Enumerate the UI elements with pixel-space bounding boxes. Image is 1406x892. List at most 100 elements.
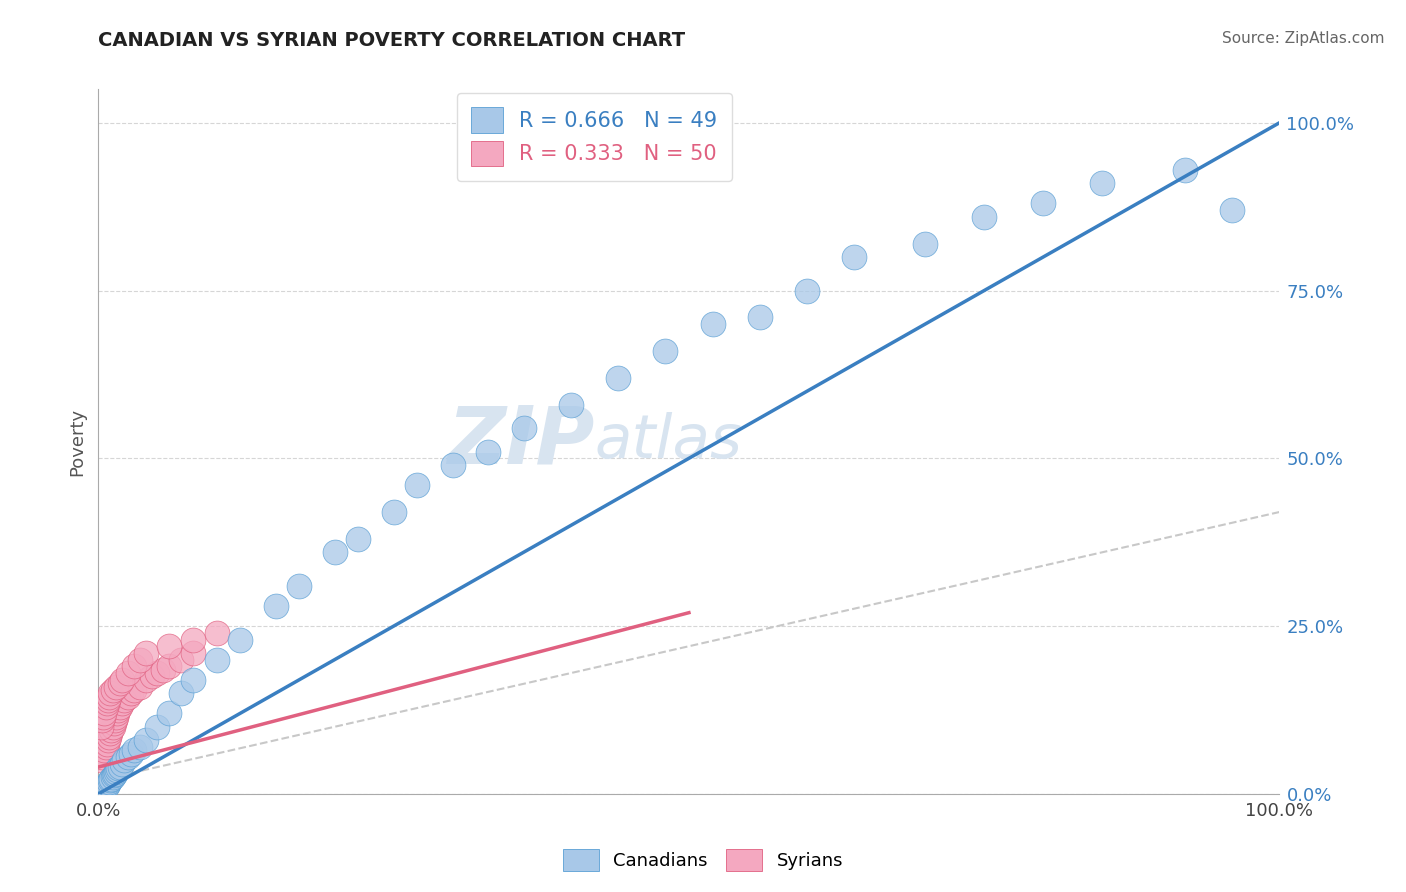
Point — [101, 770, 124, 784]
Point — [91, 781, 114, 796]
Point — [105, 765, 128, 780]
Point — [91, 747, 114, 761]
Text: CANADIAN VS SYRIAN POVERTY CORRELATION CHART: CANADIAN VS SYRIAN POVERTY CORRELATION C… — [98, 31, 686, 50]
Point — [135, 673, 157, 687]
Point — [121, 686, 143, 700]
Point — [135, 646, 157, 660]
Text: atlas: atlas — [595, 412, 742, 471]
Point — [654, 343, 676, 358]
Point — [90, 753, 112, 767]
Text: Source: ZipAtlas.com: Source: ZipAtlas.com — [1222, 31, 1385, 46]
Point — [702, 317, 724, 331]
Point — [98, 690, 121, 704]
Point — [128, 653, 150, 667]
Point — [97, 693, 120, 707]
Point — [93, 780, 115, 794]
Point — [117, 666, 139, 681]
Point — [100, 772, 122, 786]
Point — [288, 579, 311, 593]
Point — [94, 699, 117, 714]
Text: ZIP: ZIP — [447, 402, 595, 481]
Point — [157, 639, 180, 653]
Point — [111, 756, 134, 771]
Point — [98, 686, 121, 700]
Point — [98, 775, 121, 789]
Point — [97, 733, 120, 747]
Point — [157, 706, 180, 721]
Point — [104, 713, 127, 727]
Point — [205, 653, 228, 667]
Point — [96, 696, 118, 710]
Point — [122, 743, 145, 757]
Point — [91, 750, 114, 764]
Point — [135, 733, 157, 747]
Point — [94, 739, 117, 754]
Y-axis label: Poverty: Poverty — [69, 408, 87, 475]
Point — [105, 709, 128, 723]
Point — [100, 723, 122, 738]
Point — [96, 779, 118, 793]
Point — [103, 768, 125, 782]
Point — [93, 743, 115, 757]
Point — [141, 669, 163, 683]
Point — [91, 709, 114, 723]
Point — [441, 458, 464, 472]
Point — [107, 761, 129, 775]
Point — [152, 663, 174, 677]
Point — [477, 444, 499, 458]
Point — [122, 659, 145, 673]
Point — [98, 773, 121, 788]
Point — [170, 686, 193, 700]
Legend: Canadians, Syrians: Canadians, Syrians — [555, 842, 851, 879]
Point — [181, 673, 204, 687]
Point — [112, 753, 135, 767]
Legend: R = 0.666   N = 49, R = 0.333   N = 50: R = 0.666 N = 49, R = 0.333 N = 50 — [457, 93, 733, 181]
Point — [973, 210, 995, 224]
Point — [128, 739, 150, 754]
Point — [181, 646, 204, 660]
Point — [1032, 196, 1054, 211]
Point — [844, 250, 866, 264]
Point — [512, 421, 534, 435]
Point — [103, 716, 125, 731]
Point — [146, 666, 169, 681]
Point — [117, 690, 139, 704]
Point — [1174, 162, 1197, 177]
Point — [382, 505, 405, 519]
Point — [105, 706, 128, 721]
Point — [108, 760, 131, 774]
Point — [93, 706, 115, 721]
Point — [117, 750, 139, 764]
Point — [157, 659, 180, 673]
Point — [607, 371, 630, 385]
Point — [98, 730, 121, 744]
Point — [796, 284, 818, 298]
Point — [128, 680, 150, 694]
Point — [97, 777, 120, 791]
Point — [229, 632, 252, 647]
Point — [108, 676, 131, 690]
Point — [91, 713, 114, 727]
Point — [105, 680, 128, 694]
Point — [105, 764, 128, 778]
Point — [347, 532, 370, 546]
Point — [914, 236, 936, 251]
Point — [323, 545, 346, 559]
Point — [111, 696, 134, 710]
Point — [560, 398, 582, 412]
Point — [121, 747, 143, 761]
Point — [101, 682, 124, 697]
Point — [104, 766, 127, 780]
Point — [406, 478, 429, 492]
Point — [90, 720, 112, 734]
Point — [146, 720, 169, 734]
Point — [1091, 176, 1114, 190]
Point — [181, 632, 204, 647]
Point — [98, 726, 121, 740]
Point — [96, 737, 118, 751]
Point — [107, 703, 129, 717]
Point — [122, 682, 145, 697]
Point — [101, 720, 124, 734]
Point — [108, 699, 131, 714]
Point — [112, 693, 135, 707]
